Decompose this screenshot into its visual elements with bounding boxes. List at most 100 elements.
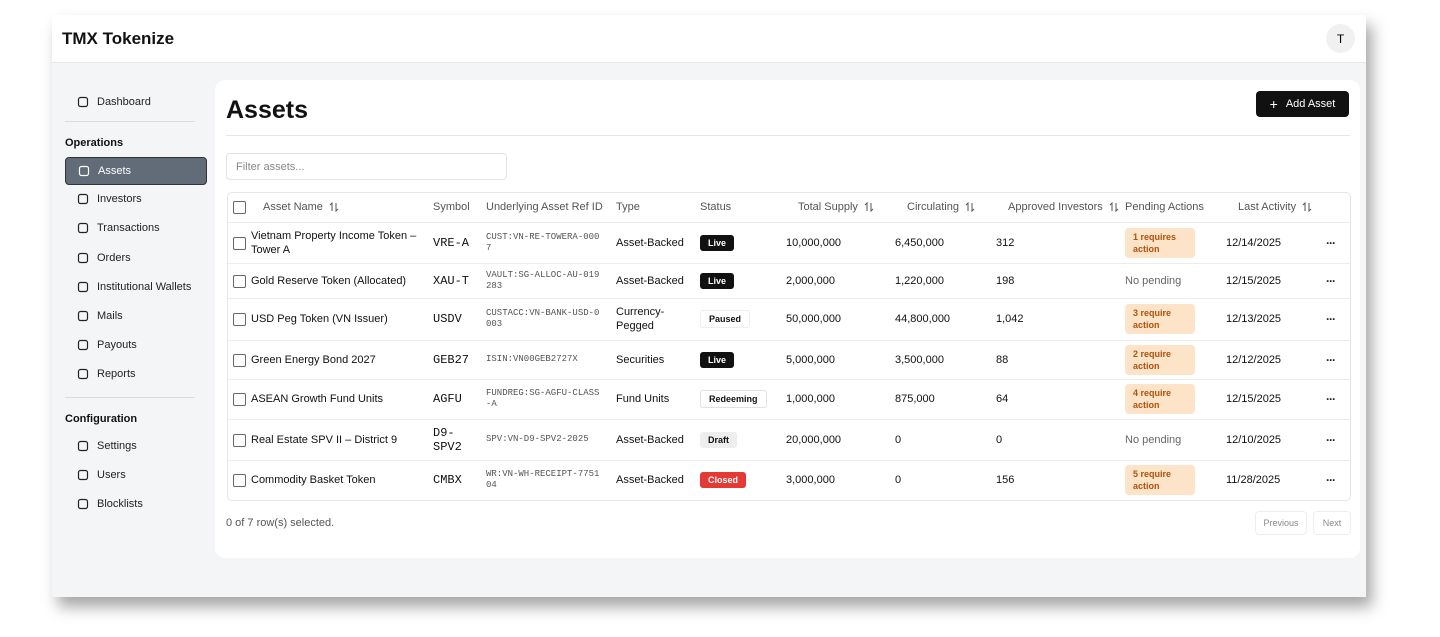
nav-item[interactable]: Orders xyxy=(65,245,205,271)
circulating: 1,220,000 xyxy=(895,274,944,287)
approved-investors: 1,042 xyxy=(996,313,1024,325)
nav-item[interactable]: Mails xyxy=(65,303,205,329)
nav-label: Institutional Wallets xyxy=(97,280,192,293)
row-menu[interactable]: ··· xyxy=(1326,392,1336,406)
pending-actions: 3 require action xyxy=(1125,304,1195,334)
pending-cell: 2 require action xyxy=(1125,340,1195,379)
row-divider xyxy=(228,222,1350,223)
symbol: XAU-T xyxy=(433,273,470,288)
total-supply: 3,000,000 xyxy=(786,473,835,486)
filter-input[interactable]: Filter assets... xyxy=(226,153,507,180)
nav-item[interactable]: Blocklists xyxy=(65,491,205,517)
nav-item[interactable]: Assets xyxy=(65,157,207,185)
nav-item[interactable]: Institutional Wallets xyxy=(65,274,205,300)
type: Asset-Backed xyxy=(616,236,684,249)
nav-label: Transactions xyxy=(97,222,160,235)
sort-icon xyxy=(965,202,975,212)
sort-icon xyxy=(1109,202,1119,212)
row-divider xyxy=(228,298,1350,299)
nav-label: Dashboard xyxy=(97,96,151,108)
row-menu[interactable]: ··· xyxy=(1326,432,1336,447)
nav-icon xyxy=(77,469,89,480)
avatar[interactable]: T xyxy=(1326,24,1355,53)
ref-id: SPV:VN-D9-SPV2-2025 xyxy=(486,434,589,444)
status-badge: Draft xyxy=(700,431,738,448)
row-checkbox[interactable] xyxy=(233,473,246,487)
previous-button[interactable]: Previous xyxy=(1255,511,1307,535)
last-activity: 12/13/2025 xyxy=(1226,313,1282,325)
ref-id: ISIN:VN00GEB2727X xyxy=(486,354,578,364)
pending-actions: No pending xyxy=(1125,274,1182,287)
header-label: Symbol xyxy=(433,201,470,213)
nav-icon xyxy=(77,223,89,234)
asset-name: ASEAN Growth Fund Units xyxy=(251,393,384,405)
pending-actions: 4 require action xyxy=(1125,384,1195,414)
nav-icon xyxy=(77,281,89,292)
column-header[interactable]: Asset Name xyxy=(263,193,339,221)
pending-actions: 1 requires action xyxy=(1125,227,1195,258)
row-divider xyxy=(228,379,1350,380)
ref-id: FUNDREG:SG-AGFU-CLASS-A xyxy=(486,388,600,409)
nav-icon xyxy=(77,96,89,108)
status-badge: Closed xyxy=(700,471,747,488)
row-checkbox[interactable] xyxy=(233,433,246,447)
row-menu[interactable]: ··· xyxy=(1326,472,1336,487)
row-checkbox[interactable] xyxy=(233,236,246,250)
nav-item[interactable]: Transactions xyxy=(65,215,205,241)
add-asset-button[interactable]: + Add Asset xyxy=(1256,91,1349,117)
status-badge: Live xyxy=(700,351,735,368)
row-menu[interactable]: ··· xyxy=(1326,312,1336,326)
row-checkbox[interactable] xyxy=(233,353,246,367)
pending-cell: 1 requires action xyxy=(1125,222,1195,263)
row-menu[interactable]: ··· xyxy=(1326,352,1336,367)
header-label: Status xyxy=(700,201,732,213)
top-bar: TMX Tokenize T xyxy=(52,15,1366,63)
nav-label: Users xyxy=(97,468,126,481)
nav-icon xyxy=(77,498,89,510)
row-checkbox[interactable] xyxy=(233,274,246,288)
ref-id: CUST:VN-RE-TOWERA-0007 xyxy=(486,231,600,253)
row-divider xyxy=(228,460,1350,461)
circulating: 44,800,000 xyxy=(895,313,951,325)
pending-actions: 2 require action xyxy=(1125,344,1195,375)
circulating: 875,000 xyxy=(895,393,935,405)
nav-item[interactable]: Users xyxy=(65,462,205,488)
approved-investors: 312 xyxy=(996,236,1015,249)
column-header: Status xyxy=(700,193,731,221)
type: Securities xyxy=(616,353,665,366)
status-cell: Paused xyxy=(700,298,751,340)
symbol: D9-SPV2 xyxy=(433,425,462,454)
column-header[interactable]: Last Activity xyxy=(1238,193,1312,221)
row-menu[interactable]: ··· xyxy=(1326,273,1336,288)
row-checkbox[interactable] xyxy=(233,393,246,406)
nav-item[interactable]: Payouts xyxy=(65,332,205,358)
column-header[interactable]: Circulating xyxy=(907,193,975,221)
next-button[interactable]: Next xyxy=(1313,511,1351,535)
asset-name: Green Energy Bond 2027 xyxy=(251,353,376,366)
approved-investors: 64 xyxy=(996,393,1009,405)
main-card: Assets + Add Asset Filter assets... Asset… xyxy=(215,80,1360,558)
row-checkbox[interactable] xyxy=(233,313,246,326)
nav-icon xyxy=(77,310,89,322)
asset-name: USD Peg Token (VN Issuer) xyxy=(251,313,388,325)
sort-icon xyxy=(1302,202,1312,212)
nav-label: Orders xyxy=(97,251,131,264)
asset-name: Commodity Basket Token xyxy=(251,473,376,486)
last-activity: 12/14/2025 xyxy=(1226,236,1282,249)
nav-label: Settings xyxy=(97,439,137,452)
column-header[interactable]: Total Supply xyxy=(798,193,874,221)
header-label: Circulating xyxy=(907,201,959,213)
nav-item[interactable]: Settings xyxy=(65,433,205,459)
ref-id: VAULT:SG-ALLOC-AU-019283 xyxy=(486,269,600,291)
column-header[interactable]: Approved Investors xyxy=(1008,193,1119,221)
nav-item[interactable]: Investors xyxy=(65,186,205,212)
nav-label: Investors xyxy=(97,193,142,206)
nav-icon xyxy=(77,369,89,380)
nav-item[interactable]: Dashboard xyxy=(65,89,205,115)
nav-item[interactable]: Reports xyxy=(65,361,205,387)
header-checkbox[interactable] xyxy=(233,201,246,214)
type: Asset-Backed xyxy=(616,433,684,446)
nav-icon xyxy=(77,194,89,205)
row-menu[interactable]: ··· xyxy=(1326,235,1336,250)
row-divider xyxy=(228,340,1350,341)
